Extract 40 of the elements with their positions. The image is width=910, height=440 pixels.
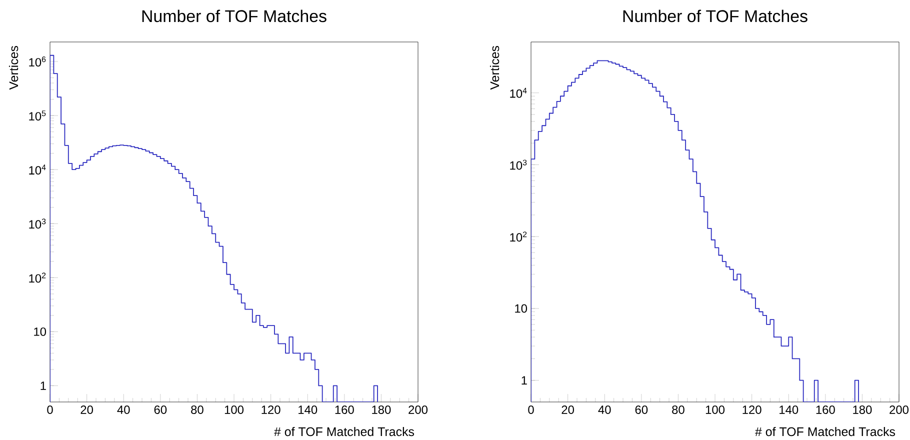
- y-axis-title: Vertices: [8, 46, 18, 90]
- x-tick-label: 0: [528, 406, 534, 414]
- x-tick-label: 120: [742, 406, 762, 414]
- y-tick-label: 1: [522, 376, 527, 384]
- y-axis-title: Vertices: [490, 46, 500, 90]
- y-tick-label: 10$^{6}$: [29, 56, 46, 67]
- x-tick-label: 60: [635, 406, 648, 414]
- x-tick-label: 40: [598, 406, 611, 414]
- x-axis-title: # of TOF Matched Tracks: [755, 426, 896, 436]
- x-tick-label: 140: [780, 406, 798, 414]
- x-tick-label: 140: [298, 406, 318, 414]
- chart-title: Number of TOF Matches: [142, 10, 326, 22]
- x-tick-label: 100: [706, 406, 725, 414]
- y-tick-label: 10$^{2}$: [29, 272, 46, 283]
- x-tick-label: 20: [80, 406, 93, 414]
- x-tick-label: 180: [372, 406, 391, 414]
- x-tick-label: 20: [562, 406, 574, 414]
- x-tick-label: 180: [853, 406, 872, 414]
- x-tick-label: 120: [262, 406, 280, 414]
- x-tick-label: 160: [816, 406, 835, 414]
- y-tick-label: 10$^{2}$: [510, 232, 527, 242]
- y-tick-label: 10: [515, 304, 528, 313]
- y-tick-label: 10$^{4}$: [29, 164, 46, 175]
- x-tick-label: 160: [335, 406, 354, 414]
- y-tick-label: 10$^{5}$: [29, 110, 46, 121]
- x-tick-label: 60: [154, 406, 167, 414]
- y-tick-label: 10$^{3}$: [29, 218, 46, 229]
- y-tick-label: 10$^{4}$: [510, 88, 527, 98]
- x-tick-label: 200: [890, 406, 909, 414]
- chart-title: Number of TOF Matches: [623, 10, 808, 22]
- x-tick-label: 80: [672, 406, 684, 414]
- x-tick-label: 40: [117, 406, 130, 414]
- y-tick-label: 1: [40, 382, 46, 390]
- y-tick-label: 10$^{3}$: [510, 160, 527, 170]
- x-tick-label: 200: [408, 406, 428, 414]
- x-axis-title: # of TOF Matched Tracks: [274, 426, 414, 436]
- x-tick-label: 80: [191, 406, 204, 414]
- x-tick-label: 100: [224, 406, 244, 414]
- x-tick-label: 0: [47, 406, 53, 414]
- y-tick-label: 10: [34, 327, 46, 336]
